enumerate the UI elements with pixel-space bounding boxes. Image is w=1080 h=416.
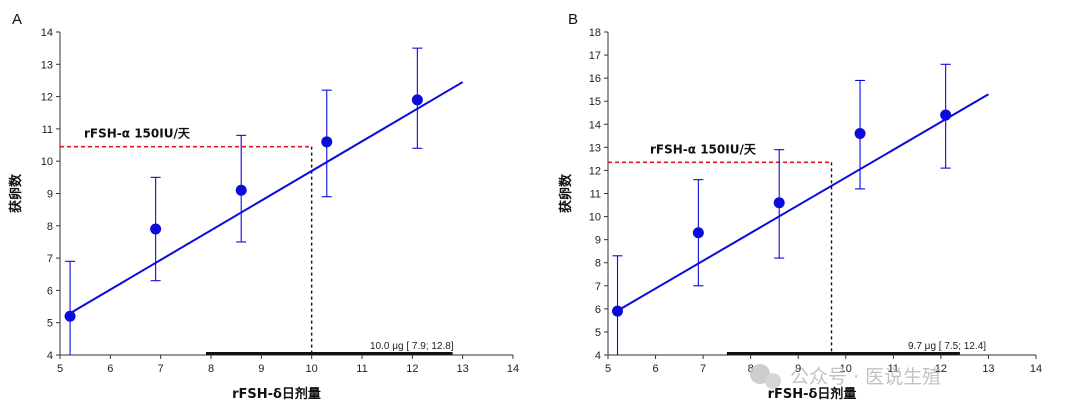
y-tick-label: 12: [589, 165, 601, 177]
data-point: [235, 184, 247, 196]
data-point: [411, 94, 423, 106]
y-tick-label: 8: [47, 221, 53, 233]
y-tick-label: 14: [41, 27, 53, 39]
x-tick-label: 14: [1030, 363, 1042, 375]
y-tick-label: 8: [595, 258, 601, 270]
y-axis-title: 获卵数: [558, 173, 574, 213]
y-tick-label: 7: [595, 281, 601, 293]
x-tick-label: 6: [107, 363, 113, 375]
x-tick-label: 10: [840, 363, 852, 375]
x-tick-label: 11: [888, 363, 899, 375]
regression-line: [612, 93, 989, 315]
y-tick-label: 16: [589, 73, 601, 85]
reference-label: rFSH-α 150IU/天: [84, 127, 191, 141]
x-tick-label: 12: [935, 363, 947, 375]
y-tick-label: 9: [595, 235, 601, 247]
y-tick-label: 6: [47, 285, 53, 297]
ci-label: 9.7 μg [ 7.5; 12.4]: [908, 341, 986, 352]
x-tick-label: 12: [406, 363, 418, 375]
x-tick-label: 5: [605, 363, 611, 375]
watermark: 公众号 · 医说生殖: [750, 364, 941, 389]
y-tick-label: 5: [595, 327, 601, 339]
y-tick-label: 18: [589, 27, 601, 39]
ci-label: 10.0 μg [ 7.9; 12.8]: [370, 341, 454, 352]
y-tick-label: 10: [41, 156, 53, 168]
y-tick-label: 14: [589, 119, 601, 131]
x-tick-label: 13: [982, 363, 994, 375]
y-tick-label: 4: [47, 350, 53, 362]
y-tick-label: 7: [47, 253, 53, 265]
y-tick-label: 9: [47, 189, 53, 201]
y-tick-label: 17: [589, 50, 601, 62]
y-tick-label: 10: [589, 212, 601, 224]
y-tick-label: 12: [41, 92, 53, 104]
y-tick-label: 6: [595, 304, 601, 316]
data-point: [854, 128, 866, 140]
wechat-icon: [750, 364, 770, 384]
data-point: [321, 136, 333, 148]
x-axis-title: rFSH-δ日剂量: [768, 386, 857, 402]
panel-label: B: [568, 11, 578, 28]
y-tick-label: 11: [590, 189, 601, 201]
x-axis-title: rFSH-δ日剂量: [232, 386, 321, 402]
x-tick-label: 14: [507, 363, 519, 375]
x-tick-label: 10: [306, 363, 318, 375]
regression-line: [64, 81, 464, 318]
data-point: [773, 197, 785, 209]
x-tick-label: 11: [356, 363, 367, 375]
panel-label: A: [12, 11, 22, 28]
y-tick-label: 5: [47, 318, 53, 330]
x-tick-label: 7: [700, 363, 706, 375]
data-point: [150, 223, 162, 235]
x-tick-label: 8: [748, 363, 754, 375]
x-tick-label: 7: [158, 363, 164, 375]
y-tick-label: 15: [589, 96, 601, 108]
x-tick-label: 5: [57, 363, 63, 375]
x-tick-label: 13: [457, 363, 469, 375]
y-tick-label: 4: [595, 350, 601, 362]
x-tick-label: 8: [208, 363, 214, 375]
y-tick-label: 13: [589, 142, 601, 154]
y-tick-label: 11: [42, 124, 53, 136]
y-tick-label: 13: [41, 59, 53, 71]
data-point: [612, 305, 624, 317]
y-axis-title: 获卵数: [8, 173, 24, 213]
data-point: [692, 227, 704, 239]
watermark-text: 公众号 · 医说生殖: [790, 366, 941, 388]
reference-label: rFSH-α 150IU/天: [650, 142, 757, 156]
x-tick-label: 9: [795, 363, 801, 375]
data-point: [64, 310, 76, 322]
x-tick-label: 6: [652, 363, 658, 375]
wechat-icon-bubble: [765, 373, 781, 389]
x-tick-label: 9: [258, 363, 264, 375]
data-point: [940, 109, 952, 121]
